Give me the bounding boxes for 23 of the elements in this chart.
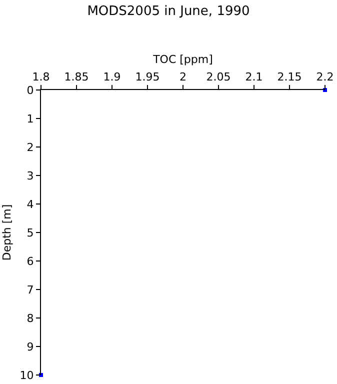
x-tick-label: 1.85: [64, 70, 89, 84]
y-tick-label: 0: [26, 84, 34, 97]
y-axis-title: Depth [m]: [0, 204, 14, 261]
y-tick-label: 8: [26, 312, 34, 325]
y-tick-label: 2: [26, 140, 34, 154]
y-tick-label: 5: [26, 226, 34, 240]
x-tick-label: 2.05: [206, 70, 231, 84]
y-tick-label: 9: [26, 340, 34, 354]
y-tick-label: 7: [26, 283, 34, 296]
x-tick-label: 2.15: [277, 70, 302, 84]
x-tick-label: 1.8: [32, 70, 50, 84]
x-tick-label: 2: [180, 70, 186, 84]
y-tick-label: 1: [26, 112, 34, 126]
y-tick-label: 10: [20, 368, 34, 382]
y-tick-label: 6: [26, 254, 34, 268]
x-tick-label: 1.95: [135, 70, 160, 84]
x-tick-label: 2.1: [245, 70, 263, 84]
x-tick-label: 1.9: [103, 70, 121, 84]
chart-title: MODS2005 in June, 1990: [87, 4, 250, 19]
y-tick-label: 3: [26, 169, 34, 182]
x-axis-title: TOC [ppm]: [152, 53, 213, 66]
y-tick-label: 4: [26, 198, 34, 211]
x-tick-label: 2.2: [316, 70, 334, 84]
